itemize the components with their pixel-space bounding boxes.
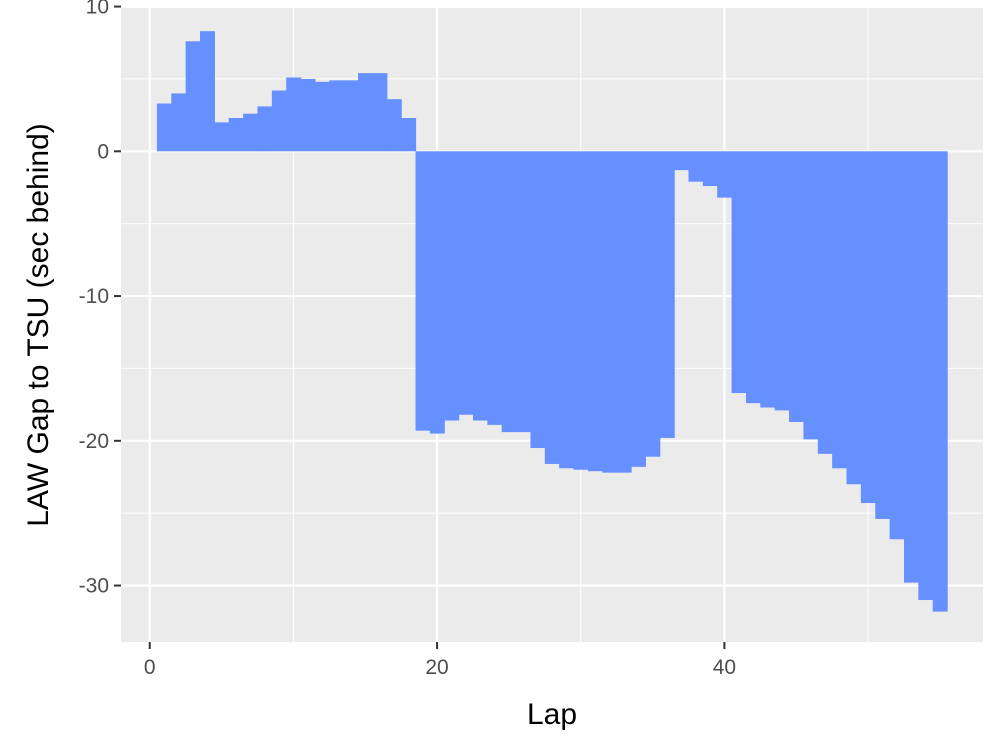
bar (229, 118, 244, 151)
x-tick-label: 40 (713, 656, 736, 679)
bar (243, 114, 258, 152)
bar (559, 151, 574, 468)
bar (674, 151, 689, 170)
y-tick-label: 10 (86, 0, 109, 19)
bar (688, 151, 703, 181)
bar (459, 151, 474, 414)
bar (272, 91, 287, 152)
bar (732, 151, 747, 393)
bar (214, 122, 229, 151)
bar (933, 151, 948, 611)
bar (200, 31, 215, 151)
bar (918, 151, 933, 600)
bar (645, 151, 660, 456)
bar (832, 151, 847, 468)
bar (775, 151, 790, 410)
x-axis: 0 20 40 (144, 642, 736, 679)
bar (286, 77, 301, 151)
x-tick-label: 20 (425, 656, 448, 679)
x-tick-label: 0 (144, 656, 156, 679)
bar (703, 151, 718, 186)
bar (416, 151, 431, 430)
y-axis-title: LAW Gap to TSU (sec behind) (22, 123, 55, 527)
bar (329, 80, 344, 151)
y-axis: 10 0 -10 -20 -30 (79, 0, 121, 598)
bar (760, 151, 775, 407)
bar (301, 79, 316, 151)
bar (372, 73, 387, 151)
bar (861, 151, 876, 503)
bar (588, 151, 603, 471)
bar (344, 80, 359, 151)
bar (387, 99, 402, 151)
bar (818, 151, 833, 454)
bar (660, 151, 675, 438)
bar (530, 151, 545, 448)
y-tick-label: -10 (79, 285, 109, 308)
bar (315, 82, 330, 151)
bar (516, 151, 531, 432)
bar (847, 151, 862, 484)
bar (631, 151, 646, 467)
bar (574, 151, 589, 469)
bar (717, 151, 732, 197)
bar (401, 118, 416, 151)
bar (430, 151, 445, 433)
bar (602, 151, 617, 472)
bar (358, 73, 373, 151)
y-tick-label: -20 (79, 430, 109, 453)
bar (502, 151, 517, 432)
bar (186, 41, 201, 151)
bar (904, 151, 919, 582)
bar (617, 151, 632, 472)
bar (890, 151, 905, 539)
bar (789, 151, 804, 422)
bar (444, 151, 459, 420)
bar (487, 151, 502, 425)
bar (545, 151, 560, 464)
bar (746, 151, 761, 403)
bar (473, 151, 488, 420)
bar (157, 104, 172, 152)
x-axis-title: Lap (527, 698, 577, 731)
y-tick-label: 0 (97, 140, 109, 163)
bar (257, 106, 272, 151)
bar (875, 151, 890, 519)
y-tick-label: -30 (79, 575, 109, 598)
bar (803, 151, 818, 439)
bar (171, 93, 186, 151)
